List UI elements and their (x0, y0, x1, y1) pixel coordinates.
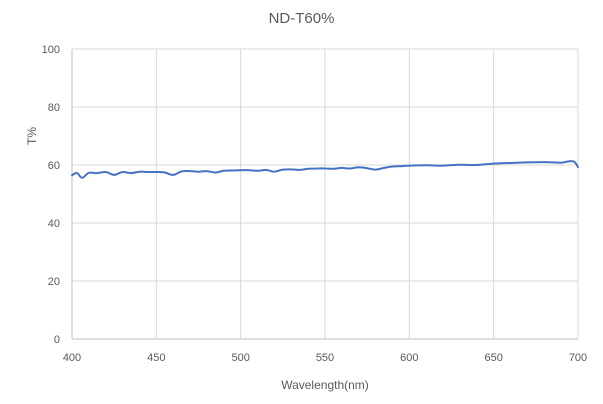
x-tick-label: 400 (63, 352, 81, 364)
x-axis-label: Wavelength(nm) (281, 378, 369, 392)
x-tick-label: 650 (484, 352, 502, 364)
x-tick-label: 700 (569, 352, 587, 364)
x-tick-label: 450 (147, 352, 165, 364)
chart-title: ND-T60% (268, 10, 335, 27)
x-tick-label: 550 (316, 352, 334, 364)
y-axis-label: T% (25, 127, 39, 145)
y-tick-label: 20 (48, 276, 60, 288)
y-tick-label: 40 (48, 218, 60, 230)
x-tick-label: 600 (400, 352, 418, 364)
y-axis-ticks: 0 20 40 60 80 100 (42, 44, 60, 346)
y-tick-label: 0 (54, 334, 60, 346)
gridlines (71, 48, 579, 340)
transmission-line (71, 160, 579, 179)
y-tick-label: 80 (48, 102, 60, 114)
x-tick-label: 500 (231, 352, 249, 364)
x-axis-ticks: 400 450 500 550 600 650 700 (63, 352, 587, 364)
y-tick-label: 60 (48, 160, 60, 172)
y-tick-label: 100 (42, 44, 60, 56)
